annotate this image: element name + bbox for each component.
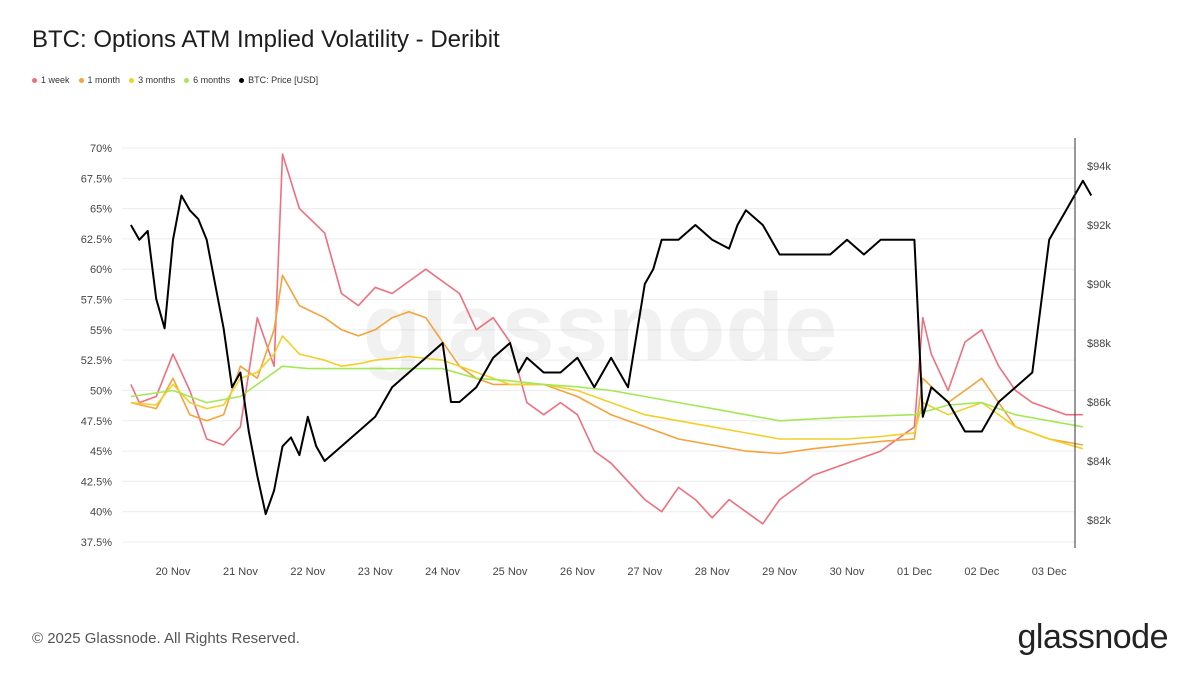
y-left-tick-label: 65% (90, 204, 112, 216)
series-line-btc-price-usd (130, 179, 1093, 516)
y-left-tick-label: 67.5% (81, 173, 112, 185)
legend-swatch (239, 77, 245, 83)
y-left-tick-label: 45% (90, 446, 112, 458)
y-right-tick-label: $92k (1087, 220, 1111, 232)
x-tick-label: 20 Nov (156, 566, 191, 578)
legend-item[interactable]: 6 months (184, 75, 230, 85)
legend-item[interactable]: 1 month (78, 75, 121, 85)
legend-label: 1 month (87, 75, 121, 85)
chart-legend: 1 week 1 month 3 months 6 months BTC: Price … (32, 75, 318, 85)
legend-item[interactable]: 3 months (129, 75, 175, 85)
axes: 70% 67.5% 65% 62.5% 60% 57.5% 55% 52.5% 50% 47.5%… (81, 138, 1111, 578)
y-right-tick-label: $82k (1087, 515, 1111, 527)
series-layer (130, 153, 1093, 525)
x-tick-label: 23 Nov (358, 566, 393, 578)
y-left-tick-label: 55% (90, 325, 112, 337)
x-tick-label: 30 Nov (830, 566, 865, 578)
legend-label: 3 months (138, 75, 176, 85)
legend-swatch (129, 77, 135, 83)
legend-swatch (32, 77, 37, 83)
watermark-text: glassnode (363, 274, 838, 381)
legend-label: BTC: Price [USD] (248, 75, 319, 85)
y-left-tick-label: 60% (90, 264, 112, 276)
y-left-tick-label: 50% (90, 385, 112, 397)
y-right-tick-label: $94k (1087, 161, 1111, 173)
series-line-3-months (130, 335, 1084, 450)
chart-title: BTC: Options ATM Implied Volatility - De… (32, 26, 500, 53)
x-tick-label: 01 Dec (897, 566, 932, 578)
series-line-6-months (130, 365, 1084, 428)
x-tick-label: 29 Nov (762, 566, 797, 578)
x-tick-label: 22 Nov (290, 566, 325, 578)
y-right-tick-label: $84k (1087, 456, 1111, 468)
copyright-footer: © 2025 Glassnode. All Rights Reserved. (32, 630, 300, 647)
x-tick-label: 24 Nov (425, 566, 460, 578)
y-right-tick-label: $90k (1087, 279, 1111, 291)
y-left-tick-label: 62.5% (81, 234, 112, 246)
glassnode-logo: glassnode (1017, 618, 1168, 656)
x-tick-label: 21 Nov (223, 566, 258, 578)
y-left-tick-label: 40% (90, 507, 112, 519)
x-tick-label: 03 Dec (1032, 566, 1067, 578)
x-tick-label: 26 Nov (560, 566, 595, 578)
y-left-tick-label: 57.5% (81, 295, 112, 307)
legend-label: 6 months (193, 75, 231, 85)
y-right-tick-label: $88k (1087, 338, 1111, 350)
x-tick-label: 27 Nov (627, 566, 662, 578)
x-tick-label: 02 Dec (964, 566, 999, 578)
y-left-tick-label: 42.5% (81, 476, 112, 488)
x-tick-label: 28 Nov (695, 566, 730, 578)
y-left-tick-label: 37.5% (81, 537, 112, 549)
legend-swatch (78, 77, 84, 83)
y-left-tick-label: 52.5% (81, 355, 112, 367)
legend-swatch (184, 77, 190, 83)
series-line-1-week (130, 153, 1083, 525)
y-left-tick-label: 47.5% (81, 416, 112, 428)
x-tick-label: 25 Nov (493, 566, 528, 578)
y-right-tick-label: $86k (1087, 397, 1111, 409)
legend-label: 1 week (41, 75, 70, 85)
legend-item[interactable]: BTC: Price [USD] (239, 75, 318, 85)
y-left-tick-label: 70% (90, 143, 112, 155)
legend-item[interactable]: 1 week (32, 75, 70, 85)
